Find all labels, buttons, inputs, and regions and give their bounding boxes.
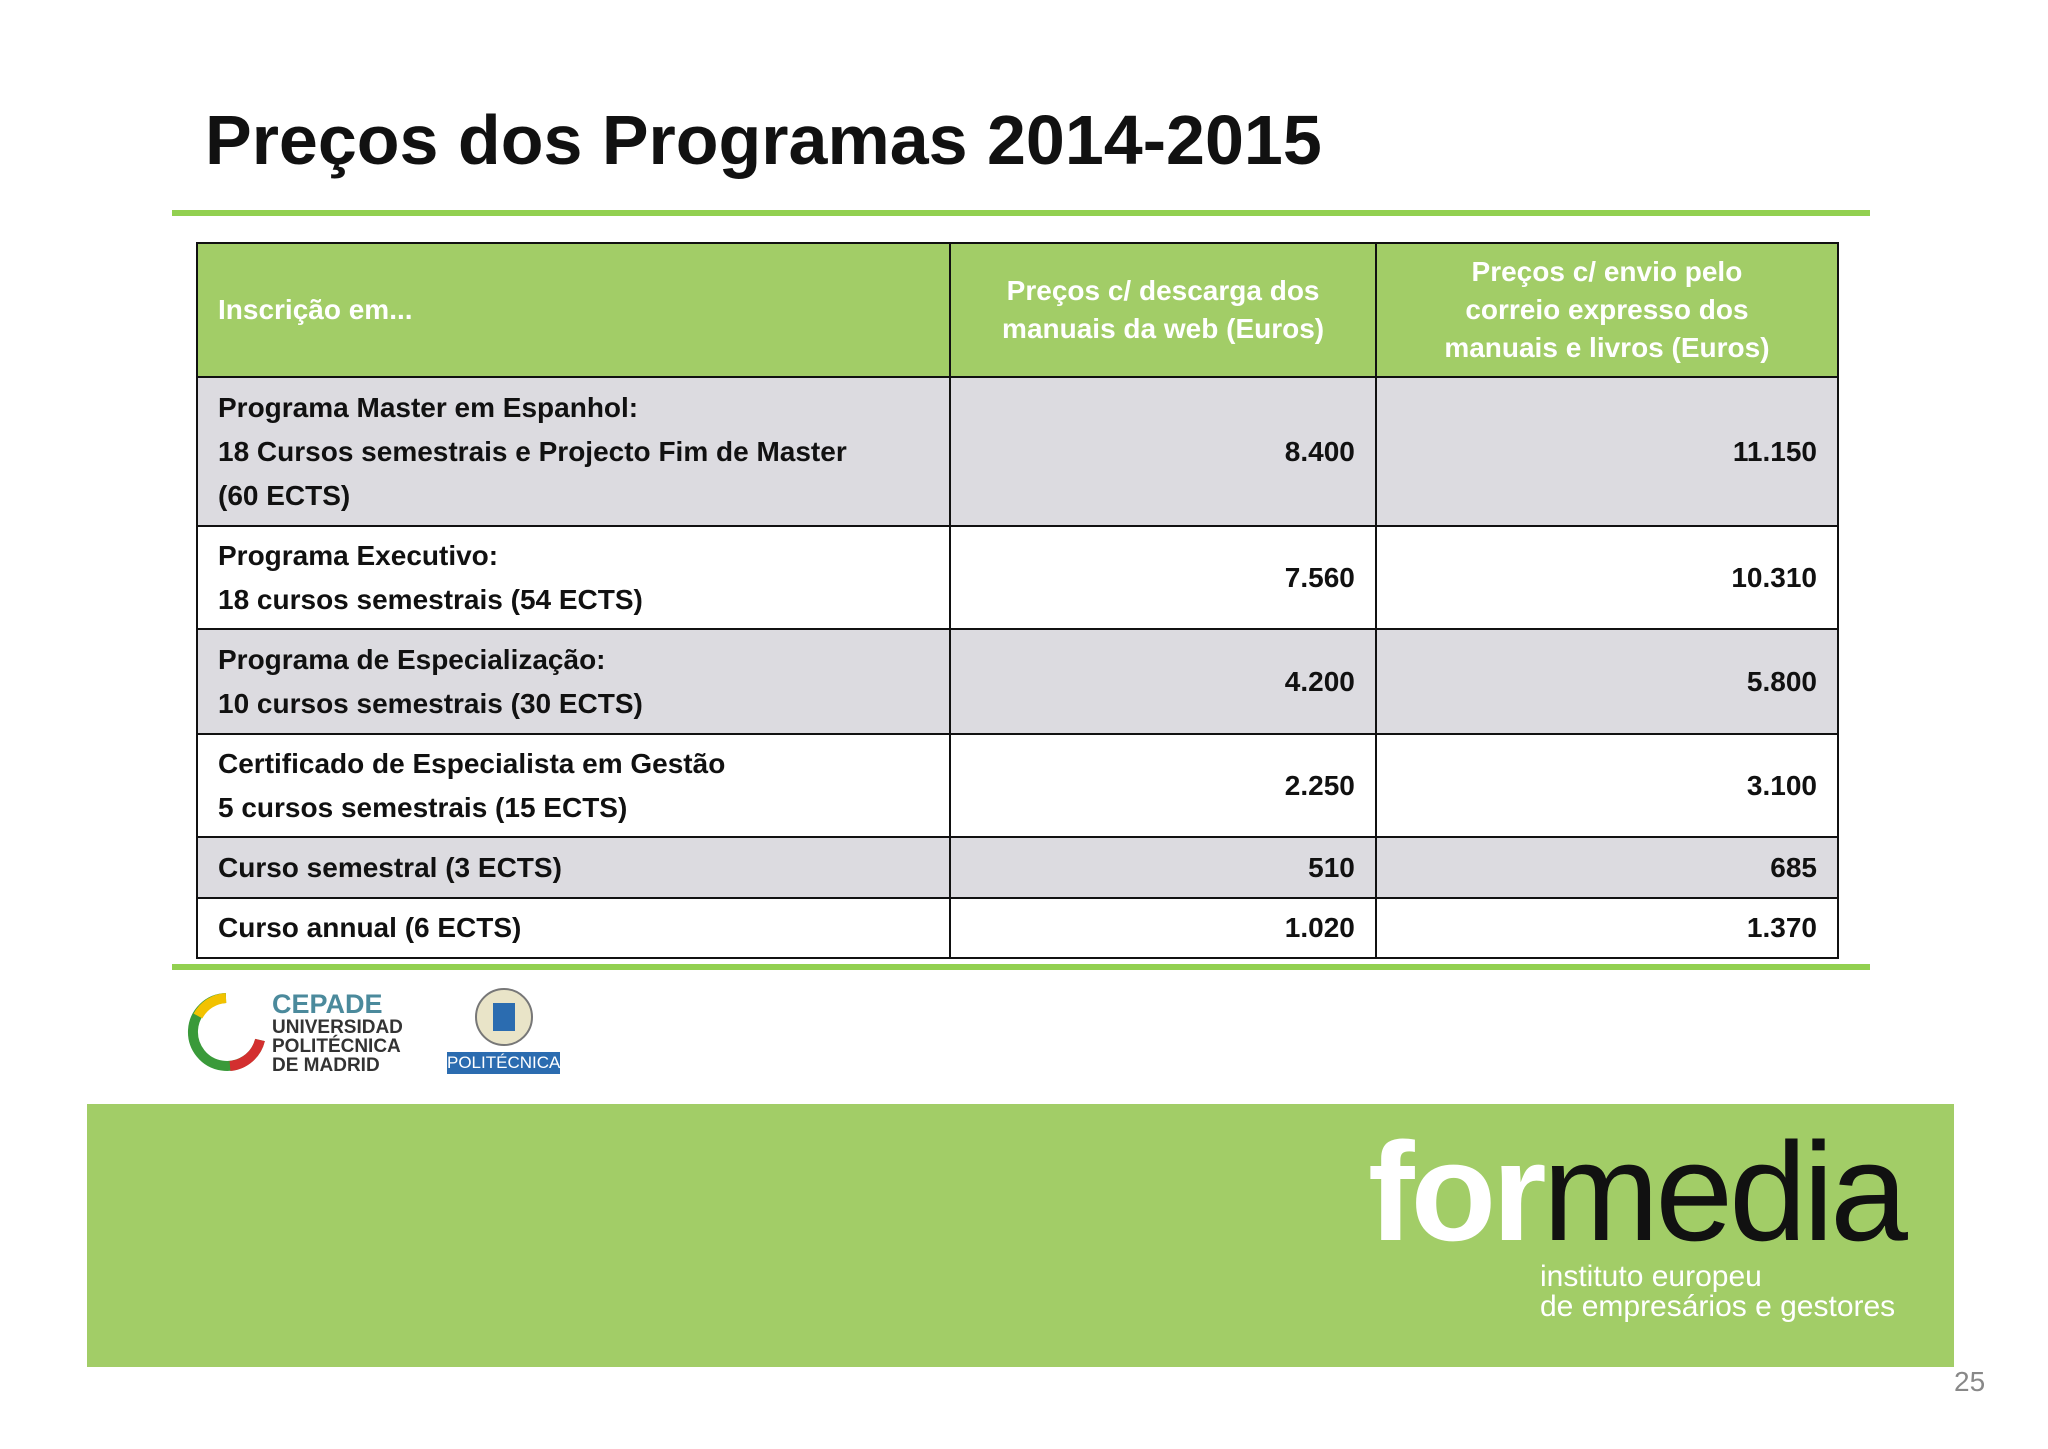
price-cell: 11.150 <box>1374 376 1840 527</box>
row: Programa Master em Espanhol: 18 Cursos se… <box>195 376 1840 527</box>
price-table: Inscrição em... Preços c/ descarga dos man… <box>195 242 1840 959</box>
price-cell: 1.370 <box>1374 897 1840 959</box>
label-cell: Programa Executivo: 18 cursos semestrais … <box>195 525 952 630</box>
banner <box>87 1104 1954 1367</box>
label-cell: Programa Master em Espanhol: 18 Cursos se… <box>195 376 952 527</box>
header-cell: Preços c/ descarga dos manuais da web (Eu… <box>949 242 1377 378</box>
text-line: Curso annual (6 ECTS) <box>218 912 522 943</box>
shield <box>493 1003 515 1031</box>
row: Certificado de Especialista em Gestão 5 c… <box>195 733 1840 838</box>
arc <box>229 1038 265 1071</box>
label-cell: Curso semestral (3 ECTS) <box>195 836 952 899</box>
text-line: manuais e livros (Euros) <box>1444 332 1770 363</box>
text-line: Certificado de Especialista em Gestão <box>218 747 726 779</box>
page-number: 25 <box>1954 1366 1986 1397</box>
price-cell: 2.250 <box>949 733 1377 838</box>
row: Curso semestral (3 ECTS) 510 685 <box>195 836 1840 899</box>
header-row: Inscrição em... Preços c/ descarga dos man… <box>195 242 1840 378</box>
row: Programa Executivo: 18 cursos semestrais … <box>195 525 1840 630</box>
text-line: Preços c/ envio pelo <box>1471 256 1743 287</box>
text-line: 18 Cursos semestrais e Projecto Fim de M… <box>218 435 847 467</box>
label-cell: Programa de Especialização: 10 cursos sem… <box>195 628 952 735</box>
text-line: Programa Executivo: <box>218 539 499 571</box>
text-line: Preços c/ descarga dos <box>1006 275 1320 306</box>
price-cell: 8.400 <box>949 376 1377 527</box>
text-line: de empresários e gestores <box>1540 1290 1896 1323</box>
price-cell: 3.100 <box>1374 733 1840 838</box>
brand-dark: media <box>1542 1113 1908 1270</box>
title: Preços dos Programas 2014-2015 <box>205 101 1322 179</box>
header-cell: Preços c/ envio pelo correio expresso dos… <box>1374 242 1840 378</box>
header-cell: Inscrição em... <box>195 242 952 378</box>
text-line: CEPADE <box>272 989 383 1019</box>
upm-logo: POLITÉCNICA <box>447 1052 561 1074</box>
price-cell: 5.800 <box>1374 628 1840 735</box>
text-line: instituto europeu <box>1540 1260 1762 1293</box>
text-line: 5 cursos semestrais (15 ECTS) <box>218 791 628 823</box>
price-cell: 7.560 <box>949 525 1377 630</box>
text-line: manuais da web (Euros) <box>1002 313 1325 344</box>
text-line: UNIVERSIDAD <box>272 1017 403 1038</box>
text-line: Inscrição em... <box>218 294 413 325</box>
rule <box>172 964 1870 970</box>
text-line: (60 ECTS) <box>218 479 351 511</box>
text-line: correio expresso dos <box>1465 294 1749 325</box>
price-cell: 10.310 <box>1374 525 1840 630</box>
price-cell: 510 <box>949 836 1377 899</box>
brand-light: for <box>1368 1113 1547 1270</box>
row: Programa de Especialização: 10 cursos sem… <box>195 628 1840 735</box>
tagline: instituto europeu de empresários e gestor… <box>1540 1262 1895 1322</box>
arc <box>193 993 227 1019</box>
text-line: Programa de Especialização: <box>218 643 606 675</box>
row: Curso annual (6 ECTS) 1.020 1.370 <box>195 897 1840 959</box>
brand: formedia <box>1368 1112 1908 1272</box>
cepade-icon <box>187 993 265 1071</box>
text-line: 18 cursos semestrais (54 ECTS) <box>218 583 643 615</box>
cepade-logo: CEPADE UNIVERSIDAD POLITÉCNICA DE MADRID <box>272 990 403 1075</box>
label-cell: Curso annual (6 ECTS) <box>195 897 952 959</box>
text-line: Curso semestral (3 ECTS) <box>218 851 562 883</box>
rule <box>172 210 1870 216</box>
text-line: DE MADRID <box>272 1055 380 1076</box>
text-line: Programa Master em Espanhol: <box>218 391 639 423</box>
price-cell: 1.020 <box>949 897 1377 959</box>
price-cell: 4.200 <box>949 628 1377 735</box>
price-cell: 685 <box>1374 836 1840 899</box>
text-line: 10 cursos semestrais (30 ECTS) <box>218 687 643 719</box>
label-cell: Certificado de Especialista em Gestão 5 c… <box>195 733 952 838</box>
text-line: POLITÉCNICA <box>272 1036 401 1057</box>
upm-crest <box>475 988 533 1046</box>
